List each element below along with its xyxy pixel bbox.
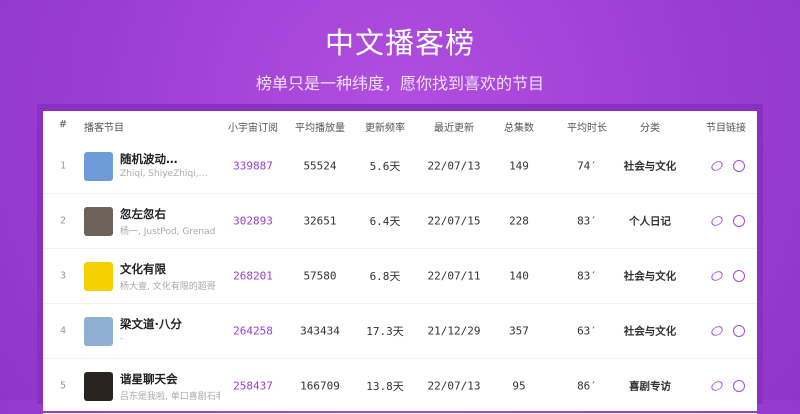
xiaoyuzhou-link-icon[interactable] bbox=[709, 379, 725, 393]
podcast-authors: 杨大壹, 文化有限的超哥 bbox=[120, 282, 216, 292]
page-title: 中文播客榜 bbox=[324, 26, 475, 60]
avg-plays: 343434 bbox=[300, 324, 340, 338]
podcast-authors: 杨一, JustPod, Grenad bbox=[120, 227, 216, 237]
podcast-name[interactable]: 忽左忽右 bbox=[120, 207, 166, 221]
avg-plays: 166709 bbox=[300, 379, 340, 393]
subscribers: 264258 bbox=[233, 324, 273, 338]
podcast-link-icon[interactable] bbox=[733, 325, 745, 337]
update-frequency: 5.6天 bbox=[369, 160, 401, 173]
podcast-cover[interactable] bbox=[84, 152, 113, 181]
subscribers: 339887 bbox=[233, 159, 273, 173]
episode-count: 95 bbox=[512, 379, 526, 393]
table-row[interactable]: 2 忽左忽右 杨一, JustPod, Grenad 302893 32651 … bbox=[43, 194, 757, 249]
ranking-table: # 播客节目 小宇宙订阅 平均播放量 更新频率 最近更新 总集数 平均时长 分类… bbox=[43, 111, 757, 414]
table-row[interactable]: 1 随机波动… Zhiqi, ShiyeZhiqi,… 339887 55524… bbox=[43, 139, 757, 194]
xiaoyuzhou-link-icon[interactable] bbox=[709, 159, 725, 173]
table-row[interactable]: 4 梁文道·八分 - 264258 343434 17.3天 21/12/29 … bbox=[43, 304, 757, 359]
col-eps[interactable]: 总集数 bbox=[504, 123, 534, 134]
podcast-cover[interactable] bbox=[84, 372, 113, 401]
last-update: 22/07/13 bbox=[427, 159, 481, 173]
subscribers: 258437 bbox=[233, 379, 273, 393]
page-subtitle: 榜单只是一种纬度，愿你找到喜欢的节目 bbox=[255, 74, 544, 93]
table-row[interactable]: 5 谐星聊天会 吕东是我啦, 单口喜剧石老 258437 166709 13.8… bbox=[43, 359, 757, 414]
podcast-cover[interactable] bbox=[84, 317, 113, 346]
avg-duration: 83′ bbox=[577, 269, 597, 283]
category: 社会与文化 bbox=[623, 325, 677, 338]
podcast-name[interactable]: 梁文道·八分 bbox=[120, 317, 182, 331]
avg-duration: 63′ bbox=[577, 324, 597, 338]
category: 喜剧专访 bbox=[629, 380, 671, 393]
avg-duration: 83′ bbox=[577, 214, 597, 228]
update-frequency: 17.3天 bbox=[366, 325, 404, 338]
col-cat: 分类 bbox=[640, 123, 660, 134]
avg-duration: 86′ bbox=[577, 379, 597, 393]
xiaoyuzhou-link-icon[interactable] bbox=[709, 269, 725, 283]
xiaoyuzhou-link-icon[interactable] bbox=[709, 324, 725, 338]
col-freq[interactable]: 更新频率 bbox=[365, 123, 405, 134]
podcast-name[interactable]: 文化有限 bbox=[120, 262, 166, 276]
table-header: # 播客节目 小宇宙订阅 平均播放量 更新频率 最近更新 总集数 平均时长 分类… bbox=[43, 119, 757, 139]
col-subs[interactable]: 小宇宙订阅 bbox=[228, 123, 278, 134]
update-frequency: 13.8天 bbox=[366, 380, 404, 393]
last-update: 22/07/13 bbox=[427, 379, 481, 393]
subscribers: 268201 bbox=[233, 269, 273, 283]
rank: 5 bbox=[59, 380, 67, 392]
podcast-authors: - bbox=[120, 334, 124, 344]
episode-count: 140 bbox=[509, 269, 529, 283]
podcast-name[interactable]: 随机波动… bbox=[120, 152, 178, 166]
podcast-link-icon[interactable] bbox=[733, 380, 745, 392]
episode-count: 357 bbox=[509, 324, 529, 338]
podcast-link-icon[interactable] bbox=[733, 215, 745, 227]
episode-count: 149 bbox=[509, 159, 529, 173]
rank: 3 bbox=[59, 270, 67, 282]
avg-duration: 74′ bbox=[577, 159, 597, 173]
podcast-cover[interactable] bbox=[84, 262, 113, 291]
podcast-authors: Zhiqi, ShiyeZhiqi,… bbox=[120, 169, 208, 179]
update-frequency: 6.8天 bbox=[369, 270, 401, 283]
podcast-name[interactable]: 谐星聊天会 bbox=[120, 372, 178, 386]
col-last[interactable]: 最近更新 bbox=[434, 123, 474, 134]
podcast-link-icon[interactable] bbox=[733, 270, 745, 282]
rank: 2 bbox=[59, 215, 67, 227]
xiaoyuzhou-link-icon[interactable] bbox=[709, 214, 725, 228]
update-frequency: 6.4天 bbox=[369, 215, 401, 228]
col-rank: # bbox=[58, 119, 68, 130]
episode-count: 228 bbox=[509, 214, 529, 228]
last-update: 21/12/29 bbox=[427, 324, 481, 338]
podcast-cover[interactable] bbox=[84, 207, 113, 236]
rank: 1 bbox=[59, 160, 67, 172]
podcast-authors: 吕东是我啦, 单口喜剧石老 bbox=[120, 392, 220, 402]
col-podcast: 播客节目 bbox=[84, 123, 124, 134]
last-update: 22/07/15 bbox=[427, 214, 481, 228]
avg-plays: 32651 bbox=[303, 214, 337, 228]
col-links: 节目链接 bbox=[706, 123, 746, 134]
last-update: 22/07/11 bbox=[427, 269, 481, 283]
podcast-link-icon[interactable] bbox=[733, 160, 745, 172]
avg-plays: 55524 bbox=[303, 159, 337, 173]
subscribers: 302893 bbox=[233, 214, 273, 228]
rank: 4 bbox=[59, 325, 67, 337]
col-dur[interactable]: 平均时长 bbox=[567, 123, 607, 134]
avg-plays: 57580 bbox=[303, 269, 337, 283]
category: 社会与文化 bbox=[623, 160, 677, 173]
category: 个人日记 bbox=[629, 215, 671, 228]
col-plays[interactable]: 平均播放量 bbox=[295, 123, 345, 134]
category: 社会与文化 bbox=[623, 270, 677, 283]
table-row[interactable]: 3 文化有限 杨大壹, 文化有限的超哥 268201 57580 6.8天 22… bbox=[43, 249, 757, 304]
